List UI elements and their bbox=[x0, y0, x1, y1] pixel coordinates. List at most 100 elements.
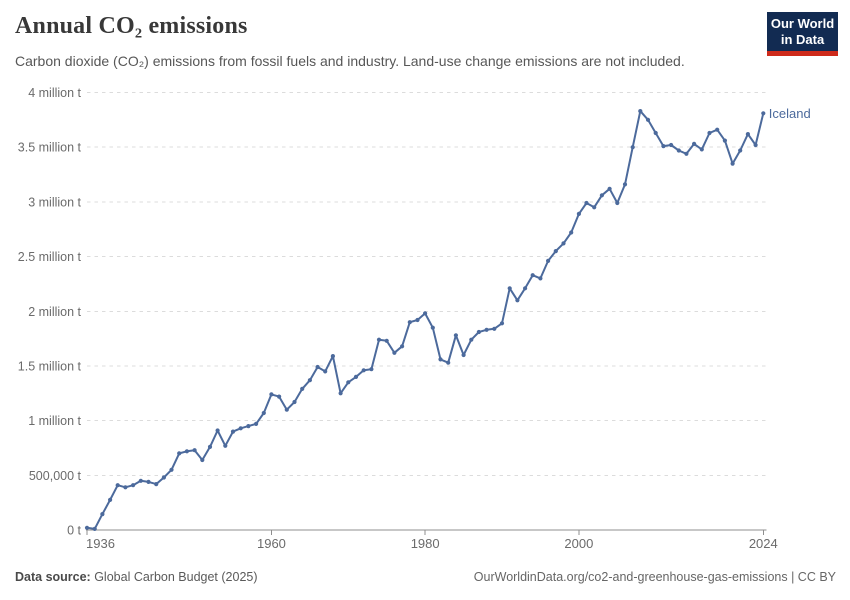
data-point-2008[interactable] bbox=[638, 109, 643, 114]
data-point-1957[interactable] bbox=[246, 424, 251, 429]
data-point-2003[interactable] bbox=[599, 193, 605, 198]
data-point-1997[interactable] bbox=[553, 249, 558, 254]
data-point-1990[interactable] bbox=[499, 321, 505, 326]
data-point-1973[interactable] bbox=[369, 367, 374, 372]
data-point-1966[interactable] bbox=[315, 364, 320, 370]
y-tick-label-3500000: 3.5 million t bbox=[18, 141, 82, 155]
series-end-label[interactable]: Iceland bbox=[769, 106, 811, 121]
data-point-1956[interactable] bbox=[238, 426, 243, 431]
data-point-2012[interactable] bbox=[669, 142, 674, 148]
data-point-1955[interactable] bbox=[230, 429, 236, 434]
data-point-1939[interactable] bbox=[108, 497, 113, 502]
data-point-2011[interactable] bbox=[661, 144, 666, 149]
data-point-1958[interactable] bbox=[254, 421, 259, 426]
data-point-2021[interactable] bbox=[738, 148, 743, 153]
data-point-1943[interactable] bbox=[138, 478, 143, 483]
data-point-1951[interactable] bbox=[200, 457, 205, 463]
data-point-1998[interactable] bbox=[561, 241, 566, 246]
y-tick-label-500000: 500,000 t bbox=[29, 469, 82, 483]
data-point-1980[interactable] bbox=[423, 311, 428, 316]
data-point-1961[interactable] bbox=[277, 394, 282, 399]
data-point-1986[interactable] bbox=[469, 337, 474, 342]
data-point-1993[interactable] bbox=[523, 286, 528, 291]
data-point-1953[interactable] bbox=[215, 428, 220, 433]
data-point-1967[interactable] bbox=[323, 369, 328, 374]
data-point-1979[interactable] bbox=[415, 317, 420, 323]
data-point-2005[interactable] bbox=[615, 200, 620, 206]
data-point-2007[interactable] bbox=[630, 145, 635, 150]
footer-attribution-link[interactable]: OurWorldinData.org/co2-and-greenhouse-ga… bbox=[473, 570, 836, 584]
data-point-1945[interactable] bbox=[154, 482, 159, 487]
data-point-2000[interactable] bbox=[576, 211, 582, 216]
data-point-1999[interactable] bbox=[569, 230, 574, 235]
data-point-2017[interactable] bbox=[707, 130, 712, 136]
data-point-2024[interactable] bbox=[761, 111, 766, 116]
data-point-1987[interactable] bbox=[476, 329, 481, 335]
data-point-2018[interactable] bbox=[715, 127, 720, 132]
data-point-1942[interactable] bbox=[131, 483, 136, 488]
data-point-1937[interactable] bbox=[92, 526, 97, 532]
owid-logo[interactable]: Our World in Data bbox=[767, 12, 838, 56]
data-point-1964[interactable] bbox=[300, 386, 305, 391]
data-point-1970[interactable] bbox=[346, 380, 351, 385]
data-point-1954[interactable] bbox=[223, 443, 228, 448]
data-point-1981[interactable] bbox=[430, 325, 435, 330]
data-point-1972[interactable] bbox=[361, 368, 366, 373]
data-point-2019[interactable] bbox=[722, 138, 728, 143]
data-point-1976[interactable] bbox=[392, 350, 397, 355]
data-point-2022[interactable] bbox=[745, 132, 751, 137]
x-tick-label-1980: 1980 bbox=[411, 536, 440, 551]
data-point-2001[interactable] bbox=[584, 200, 589, 206]
data-point-2020[interactable] bbox=[730, 161, 735, 166]
data-point-1941[interactable] bbox=[123, 485, 128, 490]
data-point-2013[interactable] bbox=[676, 148, 681, 153]
data-point-1992[interactable] bbox=[515, 298, 520, 303]
data-point-1965[interactable] bbox=[307, 378, 312, 383]
data-point-1974[interactable] bbox=[376, 337, 382, 342]
data-point-1949[interactable] bbox=[184, 449, 189, 454]
data-point-1946[interactable] bbox=[161, 475, 166, 480]
data-point-1995[interactable] bbox=[538, 276, 543, 281]
data-point-1950[interactable] bbox=[192, 448, 197, 453]
data-point-1982[interactable] bbox=[438, 357, 443, 362]
data-point-1969[interactable] bbox=[338, 391, 343, 396]
iceland-line-series[interactable] bbox=[86, 110, 765, 530]
data-point-2004[interactable] bbox=[607, 186, 612, 191]
data-point-2006[interactable] bbox=[622, 182, 628, 187]
data-point-1984[interactable] bbox=[453, 333, 458, 338]
data-point-2014[interactable] bbox=[684, 151, 689, 156]
data-point-1996[interactable] bbox=[546, 258, 551, 263]
data-point-1962[interactable] bbox=[284, 407, 289, 412]
data-point-1959[interactable] bbox=[261, 410, 266, 416]
data-point-2023[interactable] bbox=[753, 142, 758, 148]
data-point-1948[interactable] bbox=[177, 451, 182, 456]
data-point-1952[interactable] bbox=[207, 444, 213, 449]
data-point-1938[interactable] bbox=[100, 511, 105, 517]
data-point-1968[interactable] bbox=[330, 354, 335, 359]
data-point-2002[interactable] bbox=[592, 205, 597, 210]
data-point-2009[interactable] bbox=[645, 117, 651, 122]
data-point-2016[interactable] bbox=[699, 147, 704, 152]
data-source-text: Data source: Global Carbon Budget (2025) bbox=[15, 570, 258, 584]
data-point-1977[interactable] bbox=[400, 344, 405, 349]
data-point-1940[interactable] bbox=[115, 483, 120, 488]
data-point-1994[interactable] bbox=[530, 273, 535, 278]
data-point-1978[interactable] bbox=[407, 320, 412, 325]
data-point-1991[interactable] bbox=[507, 286, 512, 291]
data-point-1985[interactable] bbox=[461, 352, 466, 358]
data-point-1988[interactable] bbox=[484, 327, 489, 332]
data-point-2015[interactable] bbox=[692, 141, 697, 146]
data-point-1936[interactable] bbox=[84, 525, 90, 530]
data-point-2010[interactable] bbox=[653, 130, 658, 136]
data-point-1944[interactable] bbox=[146, 479, 151, 484]
data-point-1971[interactable] bbox=[353, 374, 359, 379]
data-point-1963[interactable] bbox=[292, 399, 297, 405]
data-point-1975[interactable] bbox=[384, 338, 389, 343]
data-point-1947[interactable] bbox=[169, 467, 174, 472]
data-point-1983[interactable] bbox=[446, 360, 451, 365]
data-point-1989[interactable] bbox=[492, 326, 497, 331]
x-tick-label-1960: 1960 bbox=[257, 536, 286, 551]
data-point-1960[interactable] bbox=[269, 392, 274, 397]
